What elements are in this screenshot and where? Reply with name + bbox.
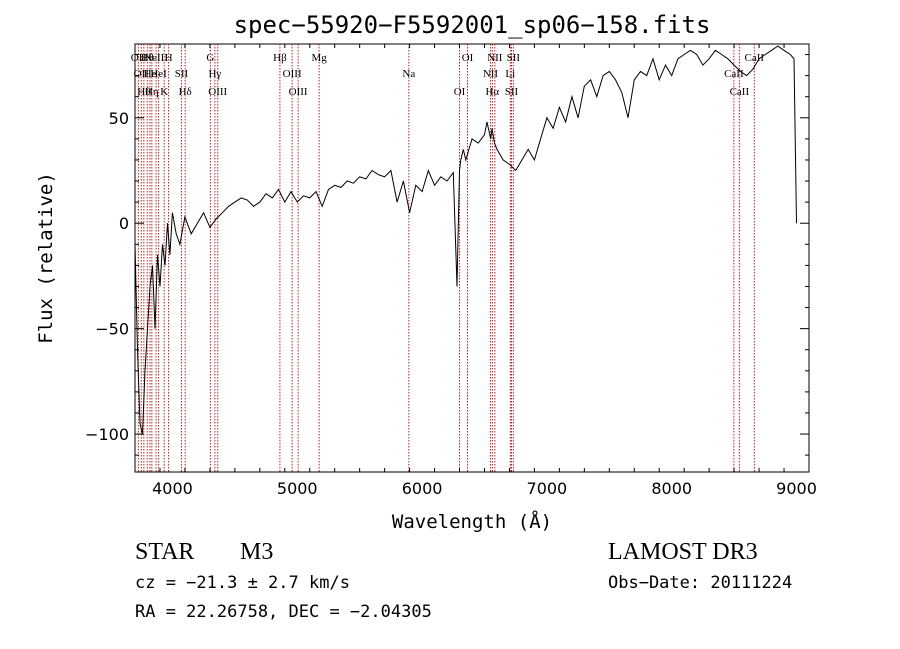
line-marker-label: OII [134,68,150,80]
line-marker-label: Hη [145,86,159,98]
y-tick-label: −100 [85,425,129,444]
line-marker-label: Hα [485,86,499,98]
x-tick-label: 8000 [651,479,692,498]
line-marker-label: He [144,68,157,80]
line-marker-label: NII [483,68,499,80]
x-axis-label: Wavelength (Å) [392,510,552,533]
spectrum-line [134,45,797,435]
x-tick-label: 5000 [277,479,318,498]
line-marker-label: OII [131,52,147,64]
line-marker-label: CaII [730,86,750,98]
line-marker-label: Hβ [273,52,287,64]
x-axis-ticks: 4000 5000 6000 7000 8000 9000 [134,44,817,498]
line-marker-label: Li [505,68,515,80]
line-marker-label: OI [454,86,466,98]
line-marker-label: SII [507,52,521,64]
line-marker-label: G [206,52,214,64]
plot-frame [134,43,810,473]
y-tick-label: 0 [119,214,129,233]
line-marker-label: NII [487,52,503,64]
line-marker-label: Hθ [141,52,154,64]
line-marker-label: NeIII [144,52,168,64]
chart-title: spec−55920−F5592001_sp06−158.fits [234,11,711,39]
line-marker-label: K [160,86,168,98]
y-tick-label: −50 [95,320,129,339]
line-marker-label: HeI [150,68,167,80]
spectral-line-labels: OIIOIIHθHθHeHηNeIIIHeIKHSIIHδGHγOIIIHβOI… [131,52,765,98]
line-marker-label: Hγ [208,68,221,80]
redshift-cz: cz = −21.3 ± 2.7 km/s [135,573,350,593]
x-tick-label: 4000 [152,479,193,498]
line-marker-label: OI [462,52,474,64]
y-axis-label: Flux (relative) [35,172,57,344]
line-marker-label: Mg [311,52,327,64]
object-subclass: M3 [240,539,274,565]
line-marker-label: Hθ [137,86,150,98]
object-class: STAR [135,539,195,565]
line-marker-label: Na [402,68,415,80]
x-tick-label: 9000 [776,479,817,498]
line-marker-label: Hδ [179,86,192,98]
line-marker-label: H [165,52,173,64]
line-marker-label: SII [505,86,519,98]
survey-name: LAMOST DR3 [608,539,758,565]
spectral-line-markers [137,44,755,472]
coordinates: RA = 22.26758, DEC = −2.04305 [135,602,432,622]
x-tick-label: 6000 [402,479,443,498]
line-marker-label: OIII [208,86,227,98]
line-marker-label: CaII [745,52,765,64]
line-marker-label: OIII [283,68,302,80]
y-tick-label: 50 [109,109,129,128]
y-axis-ticks: −100 −50 0 50 [85,54,809,456]
line-marker-label: OIII [289,86,308,98]
observation-date: Obs−Date: 20111224 [608,573,793,593]
line-marker-label: SII [175,68,189,80]
line-marker-label: CaII [724,68,744,80]
x-tick-label: 7000 [527,479,568,498]
